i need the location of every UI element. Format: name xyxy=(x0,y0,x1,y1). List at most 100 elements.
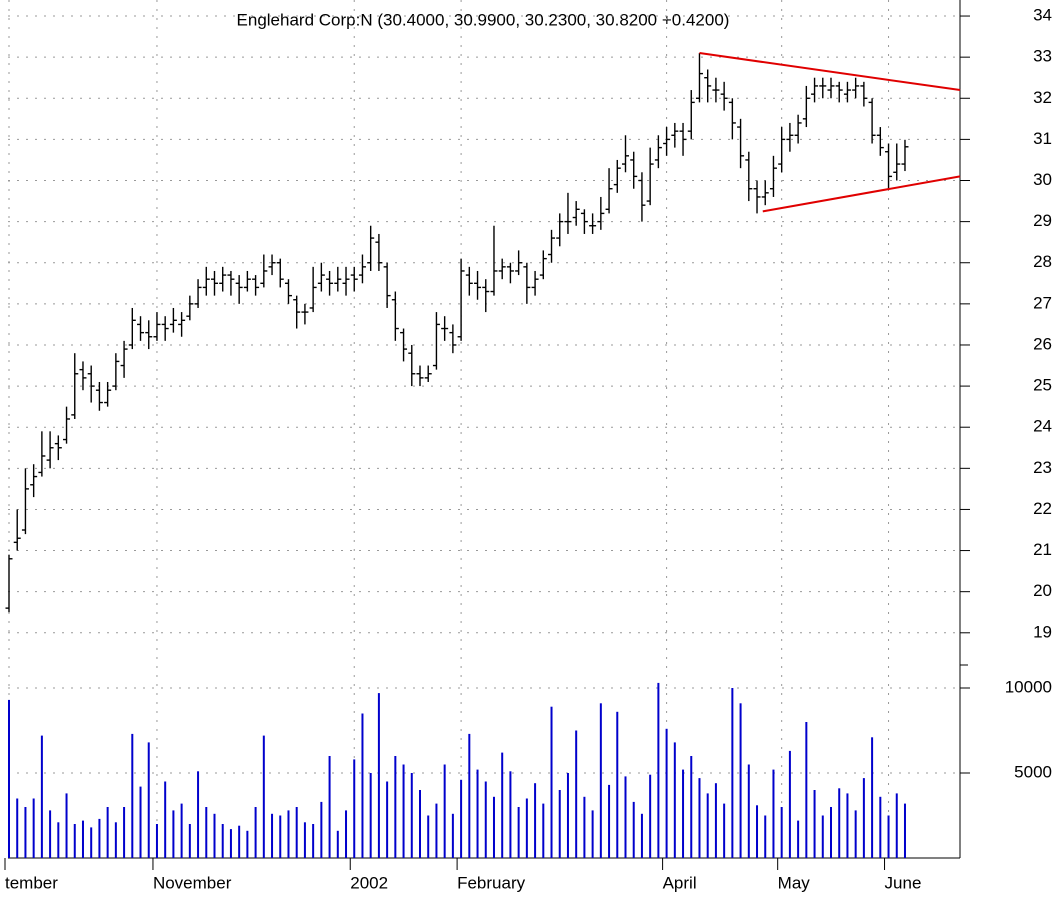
volume-bar xyxy=(525,798,528,858)
volume-bar xyxy=(271,813,274,858)
ohlc-bar xyxy=(769,155,777,197)
ohlc-bar xyxy=(720,81,728,111)
volume-bar xyxy=(221,824,224,858)
volume-bar xyxy=(254,807,257,858)
ohlc-bar xyxy=(13,509,21,551)
ohlc-bar xyxy=(539,250,547,280)
volume-bar xyxy=(114,822,117,858)
ohlc-bar xyxy=(219,266,227,292)
ohlc-bar xyxy=(515,250,523,276)
volume-bar xyxy=(180,803,183,858)
ohlc-bar xyxy=(145,320,153,350)
volume-bar xyxy=(723,803,726,858)
y-tick-label: 21 xyxy=(1033,540,1052,559)
ohlc-bar xyxy=(753,180,761,214)
ohlc-bar xyxy=(704,69,712,103)
ohlc-bar xyxy=(301,303,309,325)
volume-bar xyxy=(155,824,158,858)
volume-bar xyxy=(40,735,43,858)
volume-bar xyxy=(846,793,849,858)
volume-bar xyxy=(780,807,783,858)
volume-bar xyxy=(386,781,389,858)
ohlc-bar xyxy=(761,180,769,206)
volume-bar xyxy=(862,778,865,858)
y-tick-label: 20 xyxy=(1033,581,1052,600)
ohlc-bar xyxy=(317,262,325,292)
ohlc-bar xyxy=(498,258,506,280)
ohlc-bar xyxy=(358,254,366,284)
ohlc-bar xyxy=(416,365,424,387)
ohlc-bar xyxy=(835,81,843,103)
y-tick-label: 25 xyxy=(1033,376,1052,395)
ohlc-bar xyxy=(827,77,835,99)
volume-bar xyxy=(460,779,463,858)
volume-bar xyxy=(443,764,446,858)
ohlc-bar xyxy=(137,316,145,341)
volume-bar xyxy=(147,742,150,858)
trendline xyxy=(699,52,961,92)
volume-bar xyxy=(632,801,635,858)
volume-bar xyxy=(353,759,356,858)
y-tick-label: 5000 xyxy=(1014,762,1052,781)
volume-bar xyxy=(879,796,882,858)
ohlc-bar xyxy=(745,151,753,202)
y-tick-label: 34 xyxy=(1033,6,1052,25)
ohlc-bar xyxy=(71,353,79,419)
ohlc-bar xyxy=(252,275,260,296)
ohlc-bar xyxy=(564,192,572,234)
volume-bar xyxy=(682,769,685,858)
ohlc-bar xyxy=(457,258,465,341)
ohlc-bar xyxy=(5,554,13,613)
ohlc-bar xyxy=(868,98,876,144)
ohlc-bar xyxy=(811,77,819,103)
ohlc-bar xyxy=(482,279,490,313)
y-tick-label: 28 xyxy=(1033,252,1052,271)
ohlc-bar xyxy=(211,270,218,296)
ohlc-bar xyxy=(687,90,695,140)
ohlc-bar xyxy=(79,361,87,391)
ohlc-bar xyxy=(21,468,29,535)
volume-bar xyxy=(599,703,602,858)
ohlc-bar xyxy=(663,127,671,156)
ohlc-bar xyxy=(432,312,440,370)
ohlc-bar xyxy=(794,114,802,144)
y-tick-label: 29 xyxy=(1033,211,1052,230)
ohlc-bar xyxy=(408,344,416,387)
volume-bar xyxy=(320,801,323,858)
volume-bar xyxy=(788,750,791,858)
volume-bar xyxy=(887,815,890,858)
volume-bar xyxy=(509,771,512,858)
volume-bar xyxy=(542,803,545,858)
y-tick-label: 22 xyxy=(1033,499,1052,518)
volume-bar xyxy=(772,769,775,858)
ohlc-bar xyxy=(161,316,169,341)
volume-bar xyxy=(575,730,578,858)
ohlc-bar xyxy=(474,270,482,300)
volume-bar xyxy=(287,810,290,858)
chart-title: Englehard Corp:N (30.4000, 30.9900, 30.2… xyxy=(237,10,730,29)
volume-bar xyxy=(312,824,315,858)
ohlc-bar xyxy=(391,291,399,341)
volume-bar xyxy=(591,810,594,858)
volume-bar xyxy=(90,827,93,858)
ohlc-bar xyxy=(169,307,177,333)
ohlc-bar xyxy=(778,127,786,173)
ohlc-bar xyxy=(580,209,588,234)
ohlc-bar xyxy=(712,77,720,103)
volume-bar xyxy=(903,803,906,858)
volume-bar xyxy=(16,798,19,858)
volume-bar xyxy=(213,813,216,858)
ohlc-bar xyxy=(572,201,580,226)
x-tick-label: February xyxy=(457,873,526,892)
y-tick-label: 24 xyxy=(1033,417,1052,436)
volume-bar xyxy=(205,807,208,858)
ohlc-bar xyxy=(95,381,103,411)
y-tick-label: 32 xyxy=(1033,88,1052,107)
ohlc-bar xyxy=(342,266,350,296)
ohlc-bar xyxy=(63,406,71,444)
ohlc-bar xyxy=(112,353,120,391)
ohlc-bar xyxy=(38,431,46,477)
volume-bar xyxy=(123,807,126,858)
ohlc-bar xyxy=(235,275,243,304)
